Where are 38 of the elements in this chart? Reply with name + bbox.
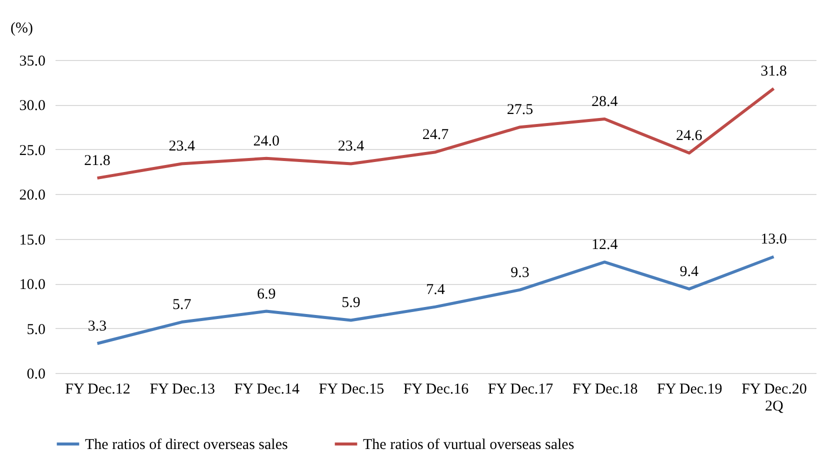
data-label: 7.4 xyxy=(426,282,446,298)
data-label: 24.7 xyxy=(422,127,450,144)
data-label: 9.4 xyxy=(680,264,700,280)
data-label: 13.0 xyxy=(760,232,787,248)
x-tick-label: FY Dec.16 xyxy=(403,382,470,398)
data-label: 5.7 xyxy=(172,297,192,314)
legend-label: The ratios of direct overseas sales xyxy=(85,437,288,453)
data-label: 24.6 xyxy=(676,128,703,144)
legend-label: The ratios of vurtual overseas sales xyxy=(363,437,574,453)
y-tick-label: 5.0 xyxy=(26,322,46,338)
x-tick-label: FY Dec.20 2Q xyxy=(742,382,807,414)
data-label: 5.9 xyxy=(342,295,360,312)
x-tick-label: FY Dec.14 xyxy=(234,382,300,398)
data-label: 23.4 xyxy=(168,138,196,155)
data-label: 28.4 xyxy=(591,94,618,110)
data-label: 3.3 xyxy=(88,318,107,334)
y-tick-label: 20.0 xyxy=(19,188,46,204)
y-tick-label: 15.0 xyxy=(19,232,46,248)
data-label: 27.5 xyxy=(506,102,534,118)
y-tick-label: 30.0 xyxy=(19,98,46,114)
data-label: 12.4 xyxy=(591,237,618,254)
data-label: 6.9 xyxy=(257,286,276,302)
y-tick-label: 0.0 xyxy=(26,366,46,382)
x-tick-label: FY Dec.12 xyxy=(65,382,130,398)
x-tick-label: FY Dec.13 xyxy=(150,382,215,398)
data-label: 31.8 xyxy=(760,64,787,80)
x-tick-label: FY Dec.18 xyxy=(572,382,638,398)
data-label: 9.3 xyxy=(510,264,530,281)
x-tick-label: FY Dec.17 xyxy=(488,382,554,398)
data-label: 23.4 xyxy=(338,138,365,155)
y-tick-label: 35.0 xyxy=(19,54,46,70)
y-tick-label: 25.0 xyxy=(19,142,46,159)
data-label: 21.8 xyxy=(84,153,110,170)
y-tick-label: 10.0 xyxy=(19,277,46,294)
x-tick-label: FY Dec.19 xyxy=(657,382,722,398)
y-axis-title: (%) xyxy=(10,20,33,36)
data-label: 24.0 xyxy=(253,133,280,150)
x-tick-label: FY Dec.15 xyxy=(318,382,384,398)
